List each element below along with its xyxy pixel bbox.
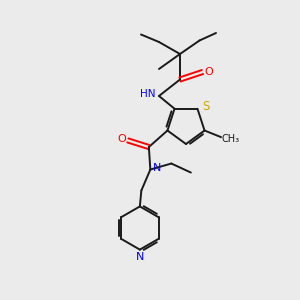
Text: N: N — [153, 163, 161, 173]
Text: O: O — [205, 67, 214, 77]
Text: CH₃: CH₃ — [222, 134, 240, 144]
Text: O: O — [117, 134, 126, 144]
Text: S: S — [202, 100, 209, 113]
Text: N: N — [136, 252, 144, 262]
Text: HN: HN — [140, 88, 155, 99]
